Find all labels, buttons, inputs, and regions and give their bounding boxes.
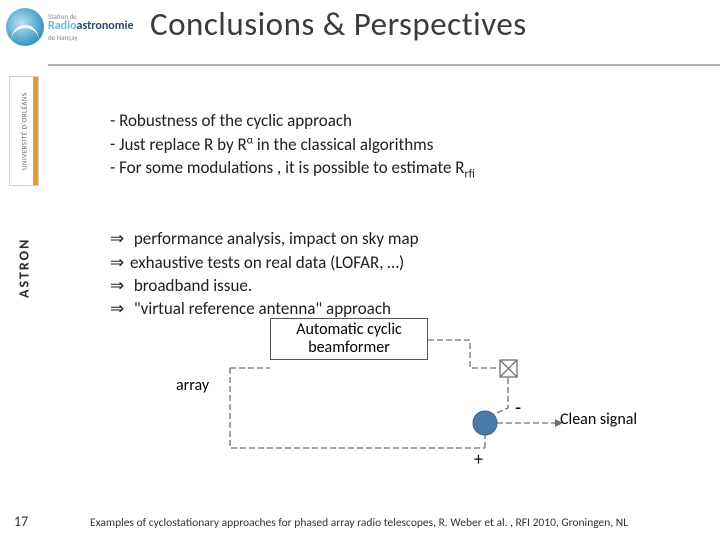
- diagram: Automatic cyclic beamformer array - + Cl…: [150, 318, 650, 468]
- bullet-3: - For some modulations , it is possible …: [110, 157, 690, 182]
- arrow-list: ⇒ performance analysis, impact on sky ma…: [110, 228, 690, 319]
- title-rule: [48, 64, 720, 66]
- bullet-list: - Robustness of the cyclic approach - Ju…: [110, 110, 690, 182]
- arrow-2: ⇒exhaustive tests on real data (LOFAR, ……: [110, 252, 690, 273]
- minus-label: -: [515, 396, 521, 420]
- page-title: Conclusions & Perspectives: [150, 4, 700, 44]
- page-number: 17: [14, 513, 28, 530]
- logo-astro: astronomie: [77, 19, 134, 33]
- body-text: - Robustness of the cyclic approach - Ju…: [110, 110, 690, 321]
- sidebar-logos: UNIVERSITÉ D'ORLÉANS ASTRON: [0, 70, 48, 460]
- logo-nancay: Station de Radioastronomie de Nançay: [6, 6, 144, 48]
- logo-univ-orleans: UNIVERSITÉ D'ORLÉANS: [9, 76, 39, 186]
- plus-label: +: [474, 448, 483, 470]
- footer-citation: Examples of cyclostationary approaches f…: [90, 516, 700, 530]
- diagram-connectors: [150, 318, 650, 468]
- bullet-1: - Robustness of the cyclic approach: [110, 110, 690, 131]
- arrow-1: ⇒ performance analysis, impact on sky ma…: [110, 228, 690, 249]
- dish-icon: [6, 8, 44, 46]
- arrow-3: ⇒ broadband issue.: [110, 275, 690, 296]
- logo-line3: de Nançay: [48, 34, 133, 42]
- logo-radio: Radio: [48, 19, 77, 33]
- arrow-4: ⇒ "virtual reference antenna" approach: [110, 298, 690, 319]
- bullet-2: - Just replace R by Rα in the classical …: [110, 133, 690, 155]
- logo-astron: ASTRON: [10, 198, 38, 338]
- clean-signal-label: Clean signal: [560, 410, 637, 429]
